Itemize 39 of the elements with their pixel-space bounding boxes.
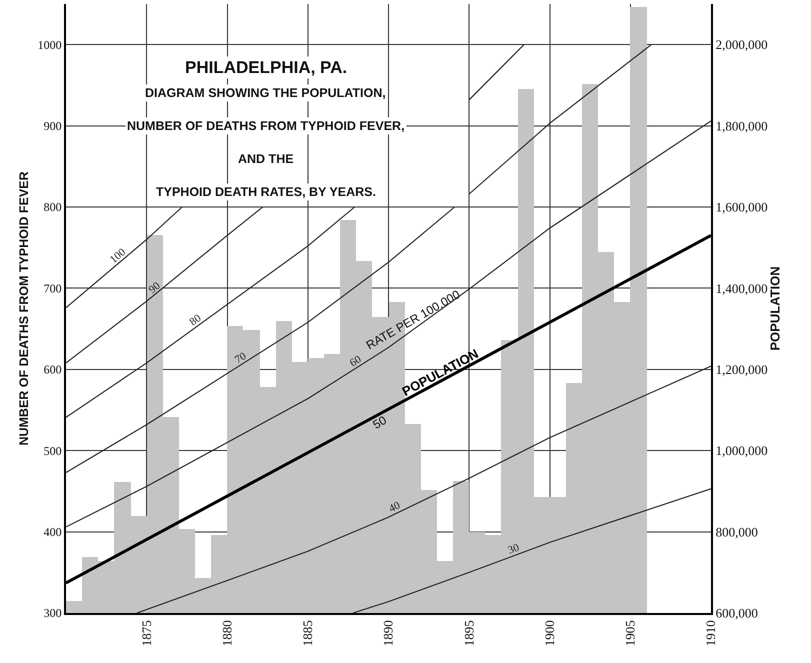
text: 60 <box>348 353 364 370</box>
x-tick-label: 1875 <box>138 620 154 646</box>
text: PHILADELPHIA, PA. <box>185 58 348 77</box>
y-tick-label: 400 <box>44 525 62 539</box>
y-tick-label: 1000 <box>38 38 62 52</box>
text: 100 <box>108 246 128 266</box>
y2-tick-label: 1,400,000 <box>716 280 768 296</box>
y-tick-label: 500 <box>44 444 62 458</box>
y-axis-title: NUMBER OF DEATHS FROM TYPHOID FEVER <box>17 171 32 446</box>
line-series <box>66 206 264 364</box>
line-series <box>66 120 711 528</box>
x-tick-label: 1880 <box>219 620 234 646</box>
text: 80 <box>187 312 204 328</box>
y2-tick-label: 800,000 <box>716 524 758 540</box>
x-tick-label: 1895 <box>461 620 476 646</box>
x-tick-label: 1905 <box>622 620 638 646</box>
annotation: 50 <box>370 412 390 432</box>
y-tick-label: 700 <box>44 281 62 296</box>
line-series <box>352 488 711 613</box>
y2-tick-label: 1,600,000 <box>716 200 768 215</box>
y-tick-label: 600 <box>44 362 62 377</box>
y2-tick-label: 1,000,000 <box>716 443 768 458</box>
x-tick-label: 1900 <box>542 620 557 646</box>
y2-axis-title: POPULATION <box>768 266 783 351</box>
x-tick-label: 1890 <box>380 620 396 646</box>
text: 40 <box>387 499 403 516</box>
y-tick-label: 300 <box>44 606 62 620</box>
y2-tick-label: 1,200,000 <box>716 362 768 377</box>
x-tick-label: 1910 <box>703 620 718 646</box>
y-tick-label: 900 <box>44 119 62 133</box>
y2-tick-label: 2,000,000 <box>716 37 768 52</box>
text: 70 <box>232 350 249 366</box>
y-tick-label: 800 <box>44 200 62 214</box>
y2-tick-label: 1,800,000 <box>716 118 768 134</box>
text: 90 <box>146 280 164 296</box>
text: 30 <box>506 541 522 557</box>
text: DIAGRAM SHOWING THE POPULATION, NUMBER OF DEATHS FROM TYPHOID FEVER, AND THE TYPHOID DEATH RATES, BY YEARS. <box>127 86 405 199</box>
y2-tick-label: 600,000 <box>716 606 758 621</box>
x-tick-label: 1885 <box>300 620 316 646</box>
